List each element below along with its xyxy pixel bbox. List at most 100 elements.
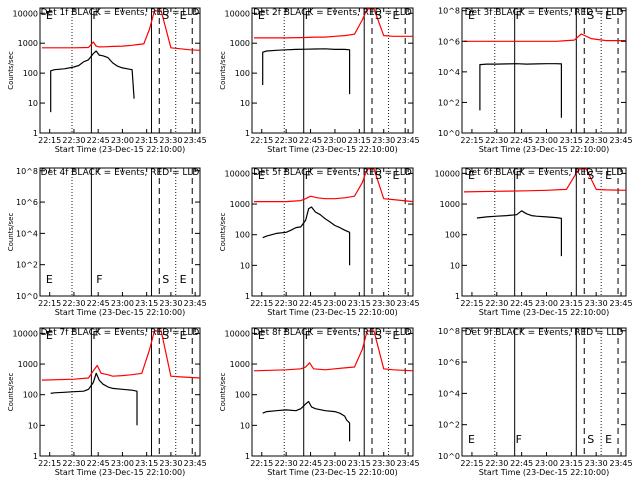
chart-panel-9: E F S E22:15 22:30 22:45 23:00 23:15 23:30 23:451… xyxy=(438,327,633,477)
x-tick-label-2: 22:30 xyxy=(485,459,508,468)
chart-panel-6: E F S E22:15 22:30 22:45 23:00 23:15 23:30 23:451… xyxy=(435,167,633,317)
y-tick-label-1: 1 xyxy=(33,452,38,461)
event-marker-2: F xyxy=(516,9,522,22)
x-tick-label-1: 22:15 xyxy=(460,459,483,468)
event-marker-3: S xyxy=(375,9,382,22)
y-axis-label: Counts/sec xyxy=(219,51,227,90)
y-tick-label-2: 10 xyxy=(240,261,250,270)
x-tick-label-6: 23:30 xyxy=(159,136,182,145)
event-marker-4: E xyxy=(180,9,187,22)
x-tick-label-6: 23:30 xyxy=(372,136,395,145)
x-tick-label-3: 22:45 xyxy=(510,299,533,308)
y-tick-label-4: 1000 xyxy=(18,39,38,48)
x-tick-label-5: 23:15 xyxy=(560,299,583,308)
y-tick-label-5: 10^8 xyxy=(16,167,38,176)
event-marker-1: E xyxy=(46,9,53,22)
series-line-1 xyxy=(476,210,563,257)
series-line-2 xyxy=(254,168,413,203)
y-tick-label-1: 1 xyxy=(245,129,250,138)
y-tick-label-5: 10000 xyxy=(13,9,38,18)
x-tick-label-3: 22:45 xyxy=(299,299,322,308)
chart-panel-4: E F S E22:15 22:30 22:45 23:00 23:15 23:30 23:451… xyxy=(7,167,207,317)
event-marker-2: F xyxy=(305,329,311,342)
y-tick-label-1: 10^0 xyxy=(438,452,460,461)
plot-frame xyxy=(39,7,201,134)
series-line-1 xyxy=(479,63,563,118)
event-marker-1: E xyxy=(258,329,265,342)
x-tick-label-1: 22:15 xyxy=(460,136,483,145)
x-tick-label-5: 23:15 xyxy=(135,136,158,145)
y-axis-label: Counts/sec xyxy=(7,213,15,252)
plot-area xyxy=(254,168,413,296)
y-tick-label-2: 10 xyxy=(240,421,250,430)
y-tick-label-5: 10000 xyxy=(225,9,250,18)
event-marker-1: E xyxy=(468,433,475,446)
x-axis-label: Start Time (23-Dec-15 22:10:00) xyxy=(479,468,610,477)
y-tick-label-4: 10^6 xyxy=(438,358,460,367)
chart-panel-7: E F S E22:15 22:30 22:45 23:00 23:15 23:30 23:451… xyxy=(7,327,207,477)
x-tick-label-6: 23:30 xyxy=(372,459,395,468)
plot-frame xyxy=(251,327,414,457)
x-axis-label: Start Time (23-Dec-15 22:10:00) xyxy=(479,308,610,317)
plot-frame xyxy=(39,167,201,297)
x-tick-label-4: 23:00 xyxy=(535,299,558,308)
series-line-1 xyxy=(50,50,135,113)
plot-frame xyxy=(39,327,201,457)
y-tick-label-2: 10^2 xyxy=(438,421,460,430)
y-tick-label-4: 1000 xyxy=(230,360,250,369)
y-tick-label-1: 10^0 xyxy=(438,129,460,138)
plot-area xyxy=(71,168,193,296)
event-marker-2: F xyxy=(516,169,522,182)
x-tick-label-7: 23:45 xyxy=(184,299,207,308)
x-tick-label-6: 23:30 xyxy=(585,136,608,145)
event-marker-3: S xyxy=(375,329,382,342)
x-axis-label: Start Time (23-Dec-15 22:10:00) xyxy=(479,145,610,154)
y-tick-label-1: 1 xyxy=(245,292,250,301)
y-tick-label-3: 100 xyxy=(445,231,460,240)
event-marker-3: S xyxy=(587,9,594,22)
x-tick-label-7: 23:45 xyxy=(397,299,420,308)
y-tick-label-4: 1000 xyxy=(18,360,38,369)
x-tick-label-7: 23:45 xyxy=(609,136,632,145)
x-tick-label-4: 23:00 xyxy=(535,136,558,145)
x-axis-label: Start Time (23-Dec-15 22:10:00) xyxy=(267,145,398,154)
series-line-1 xyxy=(262,400,351,442)
y-tick-label-2: 10 xyxy=(28,421,38,430)
x-tick-label-2: 22:30 xyxy=(62,299,85,308)
y-tick-label-3: 10^4 xyxy=(16,229,38,238)
x-tick-label-1: 22:15 xyxy=(250,299,273,308)
x-tick-label-1: 22:15 xyxy=(38,459,61,468)
event-marker-2: F xyxy=(96,273,102,286)
y-tick-label-3: 10^4 xyxy=(438,68,460,77)
x-tick-label-5: 23:15 xyxy=(560,136,583,145)
x-tick-label-7: 23:45 xyxy=(184,459,207,468)
event-marker-3: S xyxy=(162,9,169,22)
event-marker-4: E xyxy=(605,433,612,446)
y-tick-label-2: 10^2 xyxy=(16,261,38,270)
series-line-2 xyxy=(253,330,413,372)
x-tick-label-5: 23:15 xyxy=(348,459,371,468)
x-tick-label-2: 22:30 xyxy=(275,136,298,145)
event-marker-2: F xyxy=(516,433,522,446)
x-tick-label-4: 23:00 xyxy=(111,136,134,145)
chart-title: Det 2f BLACK = Events, RED = LLD xyxy=(253,8,412,18)
chart-title: Det 3f BLACK = Events, RED = LLD xyxy=(465,8,624,18)
event-marker-3: S xyxy=(375,169,382,182)
plot-area xyxy=(41,8,200,133)
x-tick-label-1: 22:15 xyxy=(250,136,273,145)
x-tick-label-4: 23:00 xyxy=(323,459,346,468)
y-tick-label-3: 100 xyxy=(23,391,38,400)
x-axis-label: Start Time (23-Dec-15 22:10:00) xyxy=(55,468,186,477)
event-marker-1: E xyxy=(258,169,265,182)
y-tick-label-4: 1000 xyxy=(440,200,460,209)
plot-area xyxy=(41,328,200,456)
x-tick-label-5: 23:15 xyxy=(560,459,583,468)
series-line-1 xyxy=(262,48,351,95)
x-tick-label-2: 22:30 xyxy=(485,299,508,308)
y-tick-label-1: 1 xyxy=(33,129,38,138)
x-tick-label-3: 22:45 xyxy=(510,136,533,145)
event-marker-2: F xyxy=(92,9,98,22)
event-marker-3: S xyxy=(162,273,169,286)
x-tick-label-7: 23:45 xyxy=(397,136,420,145)
x-axis-label: Start Time (23-Dec-15 22:10:00) xyxy=(55,308,186,317)
